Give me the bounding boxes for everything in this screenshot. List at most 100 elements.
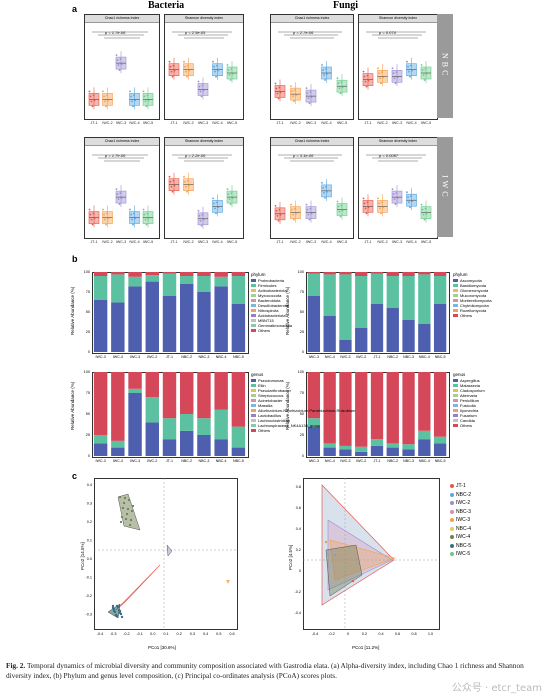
stacked-bar-segment [231,272,246,276]
y-tick-label: 0 [88,454,90,458]
box-point [227,69,230,71]
box-point [93,99,96,102]
box-point [382,206,384,209]
x-tick-label: -0.2 [328,632,335,636]
y-tick-label: -0.2 [294,590,301,594]
x-tick-label: NBC-5 [233,355,244,359]
legend-entry: Ellin [251,383,301,388]
stacked-bar-segment [145,275,159,282]
stacked-bar-segment [418,274,431,324]
group-tick-label: IWC-4 [406,121,416,125]
box-point [279,91,282,94]
sample-point [111,604,115,608]
y-tick-label: -0.4 [294,611,301,615]
group-tick-label: IWC-4 [212,240,222,244]
legend-entry: MBNT15 [251,318,292,323]
legend-swatch [251,308,256,313]
stacked-bar-segment [339,445,352,450]
legend-swatch [251,408,256,413]
legend-label: Rozellomycota [460,308,487,313]
legend-entry: Others [251,328,292,333]
box-point [104,218,106,221]
legend-swatch [251,313,256,318]
legend-label: Basidiomycota [460,283,487,288]
legend-label: Alternaria [460,393,478,398]
box-point [202,89,205,92]
box-point [291,90,293,93]
legend-entry: Actinobacteriota [251,288,292,293]
box-point [107,99,109,102]
y-tick-label: 75 [86,391,90,395]
legend-entry: Others [453,313,492,318]
stacked-bar-segment [231,372,246,427]
legend-label: Nitrospirota [258,308,279,313]
x-tick-label: NBC-4 [216,355,227,359]
caption-lead: Fig. 2. [6,661,26,670]
legend-label: NBC-5 [456,542,472,549]
box-point [117,64,120,66]
box-point [173,69,176,72]
legend-label: Others [258,328,271,333]
box-point [117,198,120,201]
stacked-bar-segment [145,372,159,398]
group-tick-label: IWC-3 [198,121,208,125]
legend-title: genus [453,372,466,377]
y-tick-label: 25 [86,330,90,334]
stacked-bar-segment [231,426,246,448]
box-point [145,105,148,108]
box-point [310,212,313,215]
box-point [88,90,91,93]
stacked-bar-segment [162,273,177,296]
box-point [394,82,397,85]
x-tick-label: 0 [347,632,349,636]
stacked-bar-segment [231,447,246,456]
box-point [366,74,369,77]
x-tick-label: NBC-2 [387,355,398,359]
stacked-bar-segment [433,436,447,444]
x-tick-label: IWC-3 [96,355,106,359]
box-point [200,95,203,98]
legend-label: Streptococcus [258,393,284,398]
box-point [131,218,133,221]
box-point [201,213,204,216]
stacked-bar-segment [433,276,447,304]
box-point [378,202,380,205]
x-tick-label: NBC-5 [435,459,446,463]
x-tick-label: 0.0 [150,632,155,636]
box-point [364,80,367,83]
box-point [340,204,343,207]
x-tick-label: 0.3 [190,632,195,636]
y-tick-label: 0.3 [87,502,92,506]
box-point [326,73,328,75]
panel-header: Shannon diversity index [165,15,243,23]
sample-point [130,509,134,513]
stacked-bar-segment [307,273,321,296]
box-point [144,218,147,221]
x-tick-label: IWC-2 [356,459,366,463]
group-tick-label: IWC-4 [321,240,331,244]
legend-swatch [251,283,256,288]
y-tick-label: 0.8 [296,485,301,489]
group-tick-label: IWC-2 [377,240,387,244]
panel-b-label: b [72,254,78,264]
p-value: p = 0.0087 [379,153,399,158]
box-point [294,89,296,92]
stacked-bar-segment [93,435,108,444]
boxplot-layer: JT-1 IWC-2 IWC-3 IWC-4 IWC-5 JT-1 IWC-2 IWC-3 IW… [88,31,432,244]
y-tick-label: 0.1 [87,539,92,543]
box-point [290,85,292,88]
legend-entry: Fusicolla [453,403,485,408]
box-point [142,90,145,93]
legend-entry: Alternaria [453,393,485,398]
stacked-bar-segment [339,449,352,456]
legend-marker [450,501,454,506]
legend-label: Aspergillus [460,378,480,383]
y-tick-label: 75 [300,290,304,294]
stacked-bar-segment [402,372,415,445]
legend-swatch [453,393,458,398]
y-tick-label: 25 [300,330,304,334]
box-point [104,100,106,103]
stacked-bar-segment [402,272,415,276]
legend-label: Others [460,313,473,318]
box-point [185,185,187,188]
